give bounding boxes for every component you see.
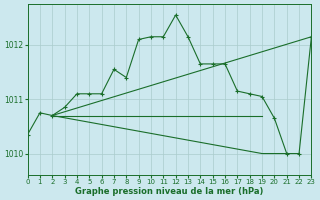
X-axis label: Graphe pression niveau de la mer (hPa): Graphe pression niveau de la mer (hPa) xyxy=(75,187,264,196)
